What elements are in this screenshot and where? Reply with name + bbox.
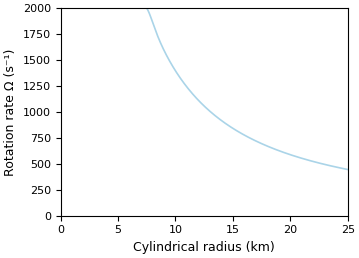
Y-axis label: Rotation rate Ω (s⁻¹): Rotation rate Ω (s⁻¹) — [4, 48, 17, 175]
X-axis label: Cylindrical radius (km): Cylindrical radius (km) — [133, 241, 275, 254]
